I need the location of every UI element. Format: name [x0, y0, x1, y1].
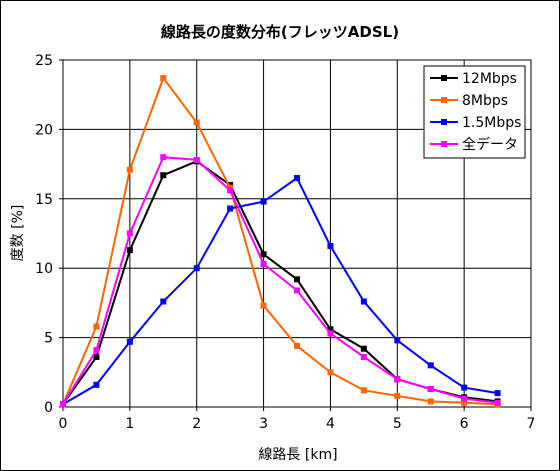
y-tick-label: 0 [44, 400, 53, 416]
data-point [427, 362, 434, 369]
data-point [461, 384, 468, 391]
data-point [193, 265, 200, 272]
data-point [294, 276, 300, 283]
x-tick-label: 6 [460, 416, 469, 432]
legend-item: 1.5Mbps [430, 115, 521, 131]
data-point [93, 354, 100, 361]
legend-marker [441, 119, 447, 125]
data-point [193, 119, 200, 126]
data-point [427, 398, 434, 405]
data-point [126, 338, 133, 345]
legend-label: 全データ [462, 136, 518, 153]
data-point [360, 298, 367, 305]
x-tick-label: 7 [527, 416, 536, 432]
x-tick-label: 1 [125, 416, 134, 432]
y-tick-label: 25 [35, 53, 53, 69]
x-axis-label: 線路長 [km] [258, 447, 337, 463]
data-point [160, 75, 167, 82]
data-point [327, 326, 334, 333]
data-point [360, 387, 367, 394]
data-point [494, 399, 501, 406]
tick-labels: 0 1 2 3 4 5 6 7 0 5 10 15 20 25 [35, 53, 535, 432]
series-line [62, 176, 498, 406]
data-point [294, 342, 300, 349]
data-point [160, 298, 167, 305]
data-point [360, 354, 367, 361]
data-point [227, 205, 234, 212]
data-point [494, 390, 501, 397]
data-point [193, 156, 200, 163]
data-point [394, 337, 401, 344]
y-axis-label: 度数 [%] [10, 205, 26, 262]
y-tick-label: 5 [44, 331, 53, 347]
y-tick-label: 15 [35, 192, 53, 208]
data-point [327, 369, 334, 376]
data-point [294, 174, 300, 181]
series-line [62, 75, 498, 406]
data-point [126, 166, 133, 173]
data-point [394, 392, 401, 399]
legend-item: 全データ [430, 136, 518, 153]
data-point [260, 251, 267, 258]
data-point [461, 395, 468, 402]
legend-item: 8Mbps [430, 93, 508, 109]
y-tick-label: 20 [35, 122, 53, 138]
data-point [260, 261, 267, 268]
data-point [160, 172, 167, 179]
data-point [126, 230, 133, 237]
data-point [461, 399, 468, 406]
x-tick-label: 2 [192, 416, 201, 432]
data-point [427, 385, 434, 392]
x-tick-label: 4 [326, 416, 335, 432]
data-point [93, 381, 100, 388]
data-point [294, 287, 300, 294]
chart-title: 線路長の度数分布(フレッツADSL) [161, 23, 399, 41]
y-tick-label: 10 [35, 261, 53, 277]
data-point [260, 198, 267, 205]
series-line [62, 156, 498, 405]
data-point [227, 187, 234, 194]
legend-item: 12Mbps [430, 71, 517, 87]
x-tick-label: 3 [259, 416, 268, 432]
data-point [126, 247, 133, 254]
data-point [160, 154, 167, 161]
data-point [360, 345, 367, 352]
x-tick-label: 0 [59, 416, 68, 432]
legend-box [423, 65, 526, 159]
legend-label: 12Mbps [462, 71, 517, 87]
legend-label: 1.5Mbps [462, 115, 521, 131]
data-point [394, 376, 401, 383]
x-tick-label: 5 [393, 416, 402, 432]
data-point [93, 347, 100, 354]
series-layer [60, 75, 501, 408]
legend-marker [441, 75, 447, 81]
data-point [93, 323, 100, 330]
data-point [327, 242, 334, 249]
legend-marker [441, 97, 447, 103]
series-4 [60, 154, 501, 408]
data-point [327, 330, 334, 337]
data-point [260, 302, 267, 309]
legend-marker [441, 141, 447, 147]
legend-label: 8Mbps [462, 93, 508, 109]
legend: 12Mbps 8Mbps 1.5Mbps 全データ [423, 65, 526, 159]
data-point [60, 401, 66, 408]
